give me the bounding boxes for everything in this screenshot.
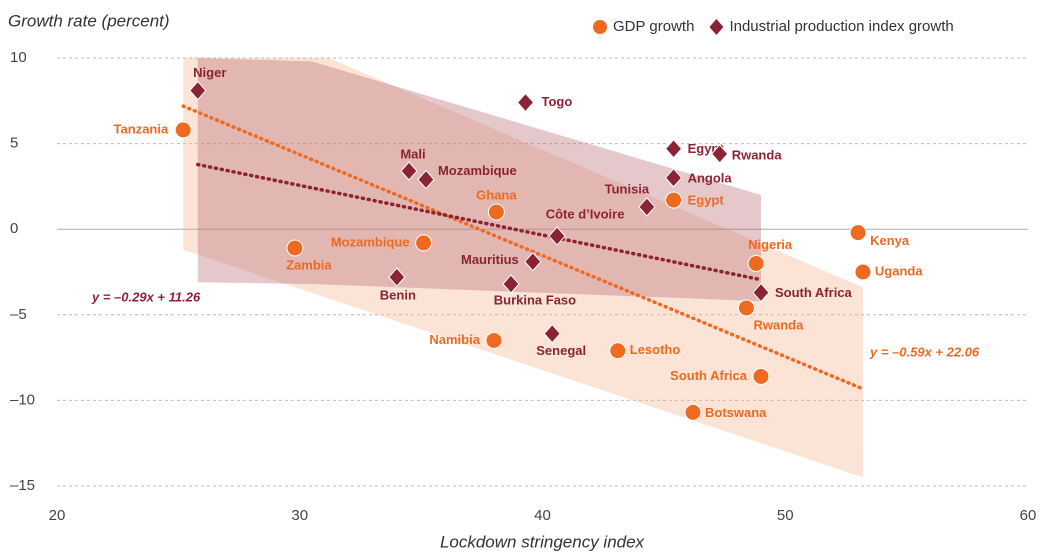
- point: [388, 267, 406, 287]
- legend-marker: [709, 19, 724, 35]
- point-label: South Africa: [670, 368, 748, 383]
- x-tick-label: 50: [777, 507, 794, 524]
- point-label: Niger: [193, 65, 226, 80]
- point-label: Lesotho: [630, 342, 681, 357]
- point: [665, 191, 683, 209]
- point: [174, 121, 192, 139]
- point: [400, 161, 418, 181]
- y-tick-label: –15: [10, 477, 35, 494]
- point: [189, 80, 207, 101]
- point: [286, 239, 304, 257]
- x-tick-label: 30: [291, 507, 308, 524]
- point: [684, 403, 702, 421]
- trend-line: [196, 162, 763, 282]
- point-label: Angola: [688, 170, 733, 185]
- confidence-band: [183, 58, 863, 478]
- point: [415, 234, 433, 252]
- point-label: Mozambique: [438, 163, 517, 178]
- confidence-band: [197, 58, 761, 302]
- point: [752, 367, 770, 385]
- point-label: Uganda: [875, 263, 923, 278]
- point: [664, 138, 683, 159]
- point: [417, 169, 435, 190]
- point-label: Mauritius: [461, 252, 519, 267]
- point: [524, 251, 542, 272]
- point: [854, 263, 872, 281]
- point: [737, 299, 755, 317]
- point: [849, 224, 867, 242]
- legend-marker: [593, 20, 607, 34]
- trend-equation: y = –0.29x + 11.26: [91, 289, 201, 304]
- point-label: Mozambique: [331, 234, 410, 249]
- trend-equation: y = –0.59x + 22.06: [869, 344, 980, 359]
- point-label: Kenya: [870, 233, 910, 248]
- point-label: Nigeria: [748, 237, 793, 252]
- point-label: Rwanda: [732, 147, 783, 162]
- point-label: Mali: [400, 146, 425, 161]
- y-tick-label: 0: [10, 220, 18, 237]
- x-tick-label: 60: [1020, 507, 1037, 524]
- legend-label: Industrial production index growth: [729, 18, 953, 35]
- point-label: South Africa: [775, 285, 853, 300]
- y-tick-label: –5: [10, 306, 27, 323]
- point-label: Zambia: [286, 257, 332, 272]
- point: [752, 282, 770, 303]
- point: [664, 168, 683, 188]
- point-label: Namibia: [429, 332, 480, 347]
- point-label: Togo: [542, 94, 573, 109]
- trend-line: [181, 104, 865, 391]
- point-label: Ghana: [476, 188, 517, 203]
- point: [487, 203, 505, 221]
- point: [543, 323, 561, 344]
- point-label: Benin: [380, 288, 416, 303]
- x-tick-label: 40: [534, 507, 551, 524]
- legend-label: GDP growth: [613, 18, 694, 35]
- point: [485, 331, 503, 349]
- point: [711, 144, 729, 164]
- y-tick-label: –10: [10, 391, 35, 408]
- point-label: Tunisia: [605, 181, 650, 196]
- point-label: Côte d’Ivoire: [546, 206, 625, 221]
- point: [638, 197, 656, 217]
- y-tick-label: 5: [10, 135, 18, 152]
- point: [609, 342, 627, 360]
- point-label: Burkina Faso: [494, 292, 576, 307]
- point-label: Egypt: [688, 193, 725, 208]
- point-label: Senegal: [536, 343, 586, 358]
- point: [516, 92, 535, 113]
- point-label: Botswana: [705, 405, 767, 420]
- x-tick-label: 20: [49, 507, 66, 524]
- point: [747, 254, 765, 272]
- point-label: Rwanda: [753, 317, 804, 332]
- chart-title: Growth rate (percent): [8, 11, 170, 30]
- point: [502, 274, 520, 294]
- point: [548, 226, 566, 246]
- y-tick-label: 10: [10, 49, 27, 66]
- point-label: Tanzania: [114, 121, 169, 136]
- x-axis-label: Lockdown stringency index: [440, 532, 645, 551]
